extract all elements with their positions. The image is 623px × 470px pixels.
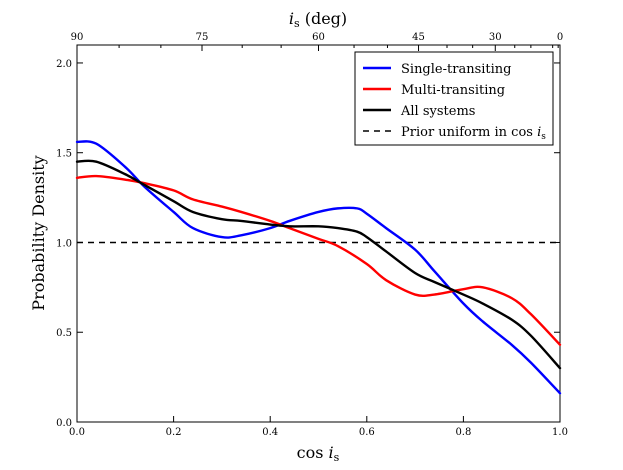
x-tick-label: 1.0 [552,427,568,438]
top-axis-label-unit: (deg) [300,9,348,28]
legend-label: Prior uniform in cos is [401,125,546,142]
x-tick-label: 0.0 [69,427,85,438]
y-axis-label: Probability Density [29,155,48,310]
x-tick-label: 0.8 [455,427,471,438]
series-line-multi-transiting [75,174,562,346]
x-tick-label: 0.4 [262,427,278,438]
top-tick-label: 0 [557,32,563,43]
y-tick-label: 0.0 [56,418,72,429]
series-layer [75,140,562,395]
x-axis-label-var: i [329,443,334,462]
top-tick-label: 45 [412,32,425,43]
x-axis-label-main: cos [297,443,329,462]
y-tick-label: 2.0 [56,59,72,70]
legend-items: Single-transiting Multi-transiting All sys… [363,62,546,142]
top-tick-label: 30 [489,32,502,43]
ticks-layer: 0.0 0.2 0.4 0.6 0.8 1.0 0.0 0.5 1.0 1.5 2.0 90 75 60 4… [56,32,568,438]
top-tick-label: 90 [71,32,84,43]
top-axis-label-var: i [289,9,294,28]
x-axis-label-sub: s [334,451,340,464]
series-line-all-systems [75,159,562,370]
top-tick-label: 75 [196,32,209,43]
y-tick-label: 0.5 [56,328,72,339]
top-tick-label: 60 [312,32,325,43]
legend-label-var: i [537,125,541,140]
legend-label: All systems [400,104,475,119]
x-tick-label: 0.2 [166,427,182,438]
legend: Single-transiting Multi-transiting All sys… [354,51,554,146]
top-axis-label-sub: s [294,17,300,30]
series-line-single-transiting [75,140,562,395]
legend-label: Multi-transiting [401,83,505,98]
legend-label-main: Prior uniform in cos [401,125,537,140]
legend-label-sub: s [541,132,546,142]
legend-label: Single-transiting [401,62,511,77]
top-axis-label: is (deg) [289,9,347,30]
x-tick-label: 0.6 [359,427,375,438]
x-axis-label: cos is [297,443,340,464]
y-tick-label: 1.0 [56,238,72,249]
y-tick-label: 1.5 [56,149,72,160]
